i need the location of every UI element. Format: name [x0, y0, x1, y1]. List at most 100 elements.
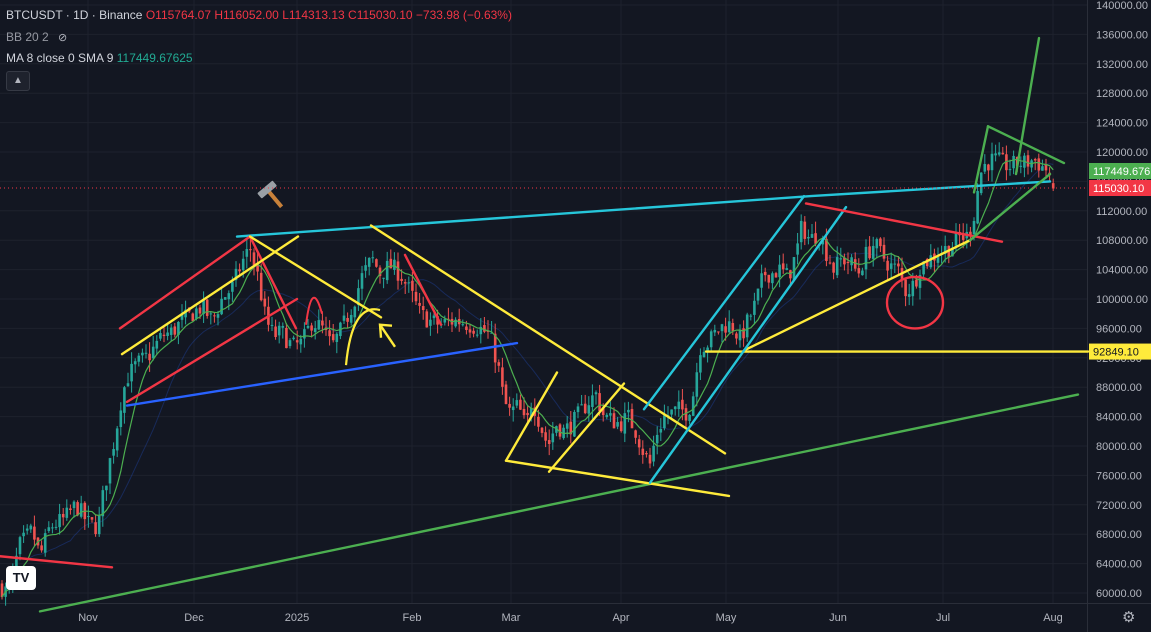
candle-body [670, 409, 673, 415]
candle [277, 321, 281, 344]
candle [738, 324, 742, 348]
candle-body [475, 334, 479, 336]
candle-body [1001, 152, 1005, 155]
symbol-name[interactable]: BTCUSDT · 1D · Binance [6, 8, 143, 22]
tradingview-logo[interactable]: TV [6, 566, 36, 590]
candle-body [789, 270, 792, 279]
candle-body [742, 328, 745, 339]
candle-body [292, 337, 295, 340]
candle [353, 305, 357, 325]
candle-body [785, 268, 789, 270]
candle [612, 407, 616, 429]
candle [508, 396, 511, 416]
candle [799, 214, 803, 250]
candle-body [177, 321, 180, 336]
bb-label: BB 20 2 [6, 30, 49, 44]
candle-body [90, 517, 94, 520]
candle-body [429, 319, 432, 326]
candle-body [472, 330, 475, 334]
yellow-arc [344, 308, 381, 366]
candle-body [303, 329, 306, 339]
candle [943, 235, 947, 263]
candle-body [681, 399, 684, 410]
candle [299, 334, 303, 353]
candle [126, 372, 130, 387]
candle [310, 322, 313, 338]
time-tick-label: Jun [829, 612, 847, 624]
candle-body [29, 525, 33, 530]
candle-body [573, 411, 576, 437]
candle-body [645, 453, 648, 455]
candle-body [119, 410, 123, 428]
candle [591, 384, 594, 419]
candle-body [263, 298, 267, 307]
candle-body [447, 318, 450, 320]
candle-body [605, 414, 609, 418]
candle-body [493, 333, 497, 363]
candle-body [1033, 159, 1037, 161]
price-tick-label: 68000.00 [1096, 529, 1142, 541]
gear-icon[interactable]: ⚙ [1122, 609, 1136, 626]
candle-body [231, 281, 234, 292]
candle [364, 256, 367, 278]
candle-body [979, 172, 983, 194]
candle-body [843, 257, 846, 265]
candle [630, 403, 634, 429]
candle [637, 434, 641, 456]
candle [976, 183, 979, 225]
candle-body [418, 302, 421, 306]
chevron-up-icon[interactable]: ▲ [6, 71, 30, 91]
candle-body [594, 392, 598, 395]
candle [904, 277, 907, 307]
candle [389, 249, 393, 269]
candle [997, 142, 1001, 157]
candle [418, 293, 421, 314]
candle-body [810, 234, 814, 238]
candle-body [735, 333, 738, 339]
green-spike [1014, 36, 1041, 176]
candle-body [763, 271, 767, 276]
candle [306, 318, 310, 330]
candle-body [727, 321, 731, 333]
bb-legend[interactable]: BB 20 2 ⊘ [6, 30, 67, 44]
candle-body [342, 315, 346, 321]
time-tick-label: Feb [403, 612, 422, 624]
candle [619, 416, 623, 433]
yellow-up-2 [504, 371, 559, 462]
candle-body [51, 527, 54, 529]
candle-body [655, 434, 659, 444]
candle-body [753, 300, 756, 315]
candle-body [724, 326, 727, 333]
eye-off-icon[interactable]: ⊘ [58, 32, 68, 44]
candle-body [47, 527, 51, 531]
candle-body [641, 448, 645, 455]
candle [796, 232, 799, 265]
candle-body [54, 526, 58, 528]
candle [983, 154, 987, 175]
candle-body [799, 220, 803, 243]
candle [828, 255, 832, 265]
candle-body [479, 326, 483, 335]
time-tick-label: 2025 [285, 612, 309, 624]
ma-legend[interactable]: MA 8 close 0 SMA 9 117449.67625 [6, 51, 193, 65]
candle-body [252, 252, 256, 265]
candle [843, 253, 846, 271]
candle [468, 324, 472, 338]
candle-body [1044, 164, 1048, 171]
candle-body [141, 352, 144, 356]
yellow-up-3 [547, 382, 626, 473]
candle [285, 323, 288, 349]
candle [432, 313, 436, 325]
candle [1001, 146, 1005, 155]
candle [911, 272, 915, 306]
ma-line [1, 158, 1054, 598]
candle [677, 390, 681, 417]
candle-body [738, 330, 742, 341]
candle-body [882, 244, 886, 259]
candle-body [1041, 166, 1044, 171]
candle [335, 332, 339, 354]
candle [313, 320, 317, 340]
candle [1012, 150, 1015, 175]
candle [537, 409, 540, 432]
